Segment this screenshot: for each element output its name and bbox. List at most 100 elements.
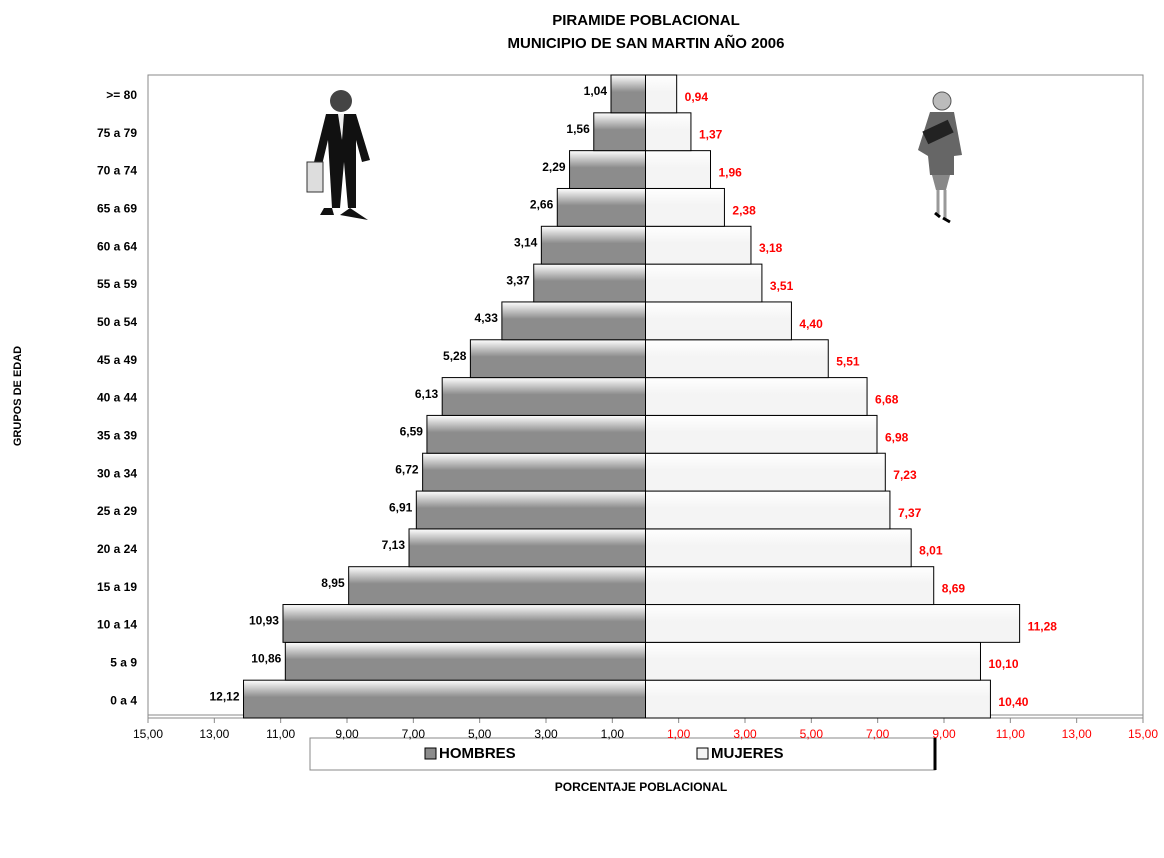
bar [645,452,886,492]
data-label: 4,40 [799,317,823,331]
data-label: 1,37 [699,128,723,142]
data-label: 10,10 [988,657,1018,671]
x-tick-label: 1,00 [601,727,625,741]
bar [645,225,752,265]
legend-label: MUJERES [711,745,784,762]
bar [422,452,646,492]
bar [645,187,725,227]
bar [282,604,646,643]
bar [556,187,647,227]
bar [243,679,647,719]
bar [426,414,646,454]
x-tick-label: 11,00 [266,727,295,741]
x-tick-label: 15,00 [1128,727,1158,741]
y-tick-label: 15 a 19 [97,580,137,594]
y-tick-label: 0 a 4 [110,693,137,707]
data-label: 2,38 [732,203,756,217]
data-label: 1,04 [584,84,608,98]
bar [645,679,991,719]
data-label: 10,93 [249,614,279,628]
y-tick-label: 60 a 64 [97,239,137,253]
y-tick-label: 40 a 44 [97,391,137,405]
data-label: 11,28 [1028,619,1058,633]
data-label: 10,40 [998,695,1028,709]
woman-icon [918,91,962,224]
data-label: 4,33 [475,311,499,325]
bar [540,225,647,265]
x-tick-label: 5,00 [800,727,824,741]
bar [348,566,646,606]
x-tick-label: 3,00 [733,727,757,741]
y-tick-label: 30 a 34 [97,466,137,480]
bar [593,112,647,152]
bar [645,490,891,530]
data-label: 10,86 [251,652,281,666]
y-tick-label: 45 a 49 [97,353,137,367]
y-tick-label: 35 a 39 [97,428,137,442]
bar [408,528,646,568]
legend-swatch [696,747,709,760]
x-tick-label: 5,00 [468,727,492,741]
bar [645,150,712,189]
y-tick-label: 10 a 14 [97,618,137,632]
data-label: 1,96 [719,166,743,180]
data-label: 0,94 [685,90,709,104]
data-label: 6,98 [885,430,909,444]
data-label: 2,66 [530,198,554,212]
data-label: 2,29 [542,160,566,174]
bar [284,641,646,681]
x-tick-label: 9,00 [335,727,359,741]
data-label: 3,14 [514,235,538,249]
bar [645,377,868,416]
man-icon [306,90,370,220]
chart-title: PIRAMIDE POBLACIONAL [552,12,740,29]
data-label: 1,56 [566,122,590,136]
data-label: 5,51 [836,355,860,369]
bar [645,641,981,681]
y-tick-label: 75 a 79 [97,126,137,140]
x-tick-label: 7,00 [402,727,426,741]
y-tick-label: 20 a 24 [97,542,137,556]
data-label: 5,28 [443,349,467,363]
bar [533,263,646,303]
y-tick-label: 55 a 59 [97,277,137,291]
x-tick-label: 15,00 [133,727,163,741]
data-label: 8,01 [919,544,943,558]
chart-subtitle: MUNICIPIO DE SAN MARTIN AÑO 2006 [508,34,785,52]
bar [469,339,646,379]
bar [645,414,878,454]
y-tick-label: 70 a 74 [97,164,137,178]
y-axis-label: GRUPOS DE EDAD [12,346,24,446]
data-label: 8,69 [942,582,966,596]
bar [645,74,678,114]
x-tick-label: 3,00 [534,727,558,741]
bar [501,301,646,341]
x-tick-label: 9,00 [932,727,956,741]
y-tick-label: 5 a 9 [110,655,137,669]
data-label: 3,51 [770,279,794,293]
bar [645,528,912,568]
y-tick-label: >= 80 [106,88,137,102]
bar [610,74,646,114]
data-label: 7,37 [898,506,922,520]
legend-swatch [424,747,437,760]
legend-label: HOMBRES [439,745,516,762]
x-tick-label: 13,00 [1062,727,1092,741]
bar [645,263,763,303]
x-tick-label: 13,00 [199,727,229,741]
bar [645,604,1021,643]
x-axis-label: PORCENTAJE POBLACIONAL [555,780,727,794]
bar [645,566,935,606]
data-label: 6,72 [395,462,419,476]
data-label: 8,95 [321,576,345,590]
x-tick-label: 1,00 [667,727,691,741]
data-label: 12,12 [209,689,239,703]
bar [645,112,692,152]
x-tick-label: 7,00 [866,727,890,741]
y-tick-label: 50 a 54 [97,315,137,329]
data-label: 7,13 [382,538,406,552]
y-tick-label: 65 a 69 [97,202,137,216]
bar [415,490,646,530]
legend-frame [309,737,936,771]
